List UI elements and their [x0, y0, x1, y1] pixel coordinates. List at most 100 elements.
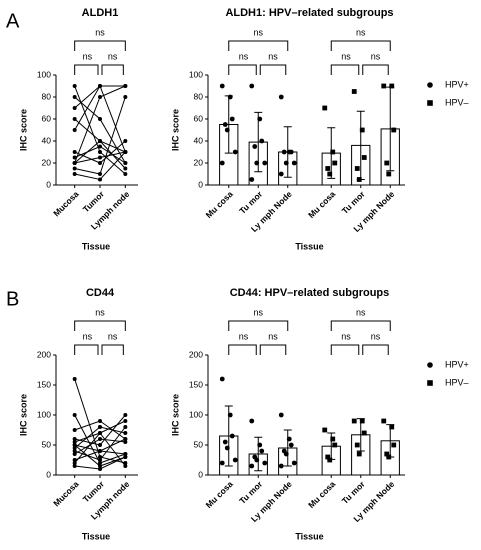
- y-axis-label: IHC score: [18, 109, 28, 151]
- data-point: [278, 463, 284, 469]
- significance-label: ns: [239, 51, 249, 61]
- data-point: [232, 457, 238, 463]
- significance-bracket: [74, 320, 126, 331]
- y-axis-label: IHC score: [170, 109, 180, 151]
- patient-point: [72, 117, 77, 121]
- significance-bracket: [259, 344, 287, 355]
- data-point: [325, 166, 331, 171]
- data-point: [384, 160, 390, 166]
- data-point: [322, 105, 328, 111]
- significance-bracket: [228, 40, 289, 51]
- significance-label: ns: [371, 51, 381, 61]
- data-point: [232, 149, 238, 155]
- data-point: [325, 454, 331, 460]
- significance-label: ns: [341, 331, 351, 341]
- patient-point: [72, 428, 77, 432]
- legend-marker: [427, 82, 433, 88]
- patient-point: [72, 464, 77, 468]
- data-point: [254, 457, 260, 463]
- patient-point: [72, 128, 77, 132]
- error-bar: [254, 436, 263, 472]
- patient-point: [72, 446, 77, 450]
- y-tick-label: 50: [42, 439, 52, 449]
- legend-marker: [427, 380, 433, 386]
- data-point: [386, 171, 392, 177]
- patient-point: [72, 172, 77, 176]
- y-tick-label: 150: [37, 379, 51, 389]
- significance-bracket: [74, 344, 99, 355]
- patient-point: [123, 172, 128, 176]
- patient-point: [123, 419, 128, 423]
- legend-marker: [427, 362, 433, 368]
- x-tick-label: Mucosa: [51, 189, 81, 219]
- y-tick-label: 150: [189, 379, 203, 389]
- significance-bracket: [228, 344, 257, 355]
- x-tick-label: Mu cosa: [204, 189, 235, 220]
- significance-bracket: [101, 344, 124, 355]
- data-point: [257, 442, 263, 448]
- data-point: [386, 454, 392, 460]
- patient-point: [72, 458, 77, 462]
- patient-point: [98, 177, 102, 182]
- patient-point: [98, 467, 102, 471]
- patient-point: [98, 161, 102, 165]
- data-point: [249, 177, 255, 182]
- patient-point: [98, 155, 102, 160]
- patient-point: [98, 95, 102, 99]
- data-point: [332, 160, 338, 166]
- patient-point: [98, 458, 102, 462]
- y-tick-label: 0: [46, 179, 51, 189]
- data-point: [252, 144, 258, 149]
- y-axis-label: IHC score: [170, 394, 180, 436]
- data-point: [283, 160, 289, 166]
- y-axis-label: IHC score: [18, 394, 28, 436]
- y-tick-label: 100: [189, 409, 203, 419]
- significance-label: ns: [239, 331, 249, 341]
- data-point: [359, 127, 365, 133]
- patient-point: [72, 377, 77, 381]
- significance-label: ns: [268, 331, 278, 341]
- patient-point: [123, 464, 128, 468]
- patient-point: [98, 461, 102, 465]
- x-tick-label: Tu mor: [237, 188, 264, 215]
- significance-label: ns: [108, 331, 118, 341]
- patient-point: [72, 106, 77, 110]
- data-point: [219, 83, 225, 89]
- legend-marker: [427, 100, 433, 106]
- chart-title: CD44: HPV–related subgroups: [230, 287, 390, 299]
- significance-bracket: [259, 64, 287, 75]
- data-point: [322, 427, 328, 433]
- patient-point: [72, 440, 77, 444]
- legend-label: HPV+: [445, 359, 469, 369]
- data-point: [332, 442, 338, 448]
- data-point: [288, 442, 294, 448]
- data-point: [354, 166, 360, 171]
- data-point: [351, 89, 357, 94]
- y-tick-label: 20: [194, 157, 204, 167]
- data-point: [222, 122, 228, 127]
- significance-bracket: [330, 64, 360, 75]
- legend-label: HPV–: [445, 377, 469, 387]
- patient-point: [98, 443, 102, 447]
- significance-bracket: [330, 344, 360, 355]
- y-tick-label: 80: [42, 91, 52, 101]
- patient-point: [98, 84, 102, 88]
- significance-bracket: [101, 64, 124, 75]
- patient-point: [123, 437, 128, 441]
- patient-point: [98, 150, 102, 154]
- patient-point: [98, 425, 102, 429]
- y-tick-label: 60: [194, 113, 204, 123]
- y-tick-label: 0: [46, 469, 51, 479]
- data-point: [257, 116, 263, 122]
- data-point: [327, 171, 333, 177]
- data-point: [389, 424, 395, 430]
- y-tick-label: 80: [194, 91, 204, 101]
- significance-label: ns: [83, 51, 93, 61]
- significance-bracket: [74, 64, 99, 75]
- data-point: [351, 418, 357, 424]
- data-point: [361, 155, 367, 160]
- significance-label: ns: [341, 51, 351, 61]
- significance-label: ns: [83, 331, 93, 341]
- patient-point: [72, 437, 77, 441]
